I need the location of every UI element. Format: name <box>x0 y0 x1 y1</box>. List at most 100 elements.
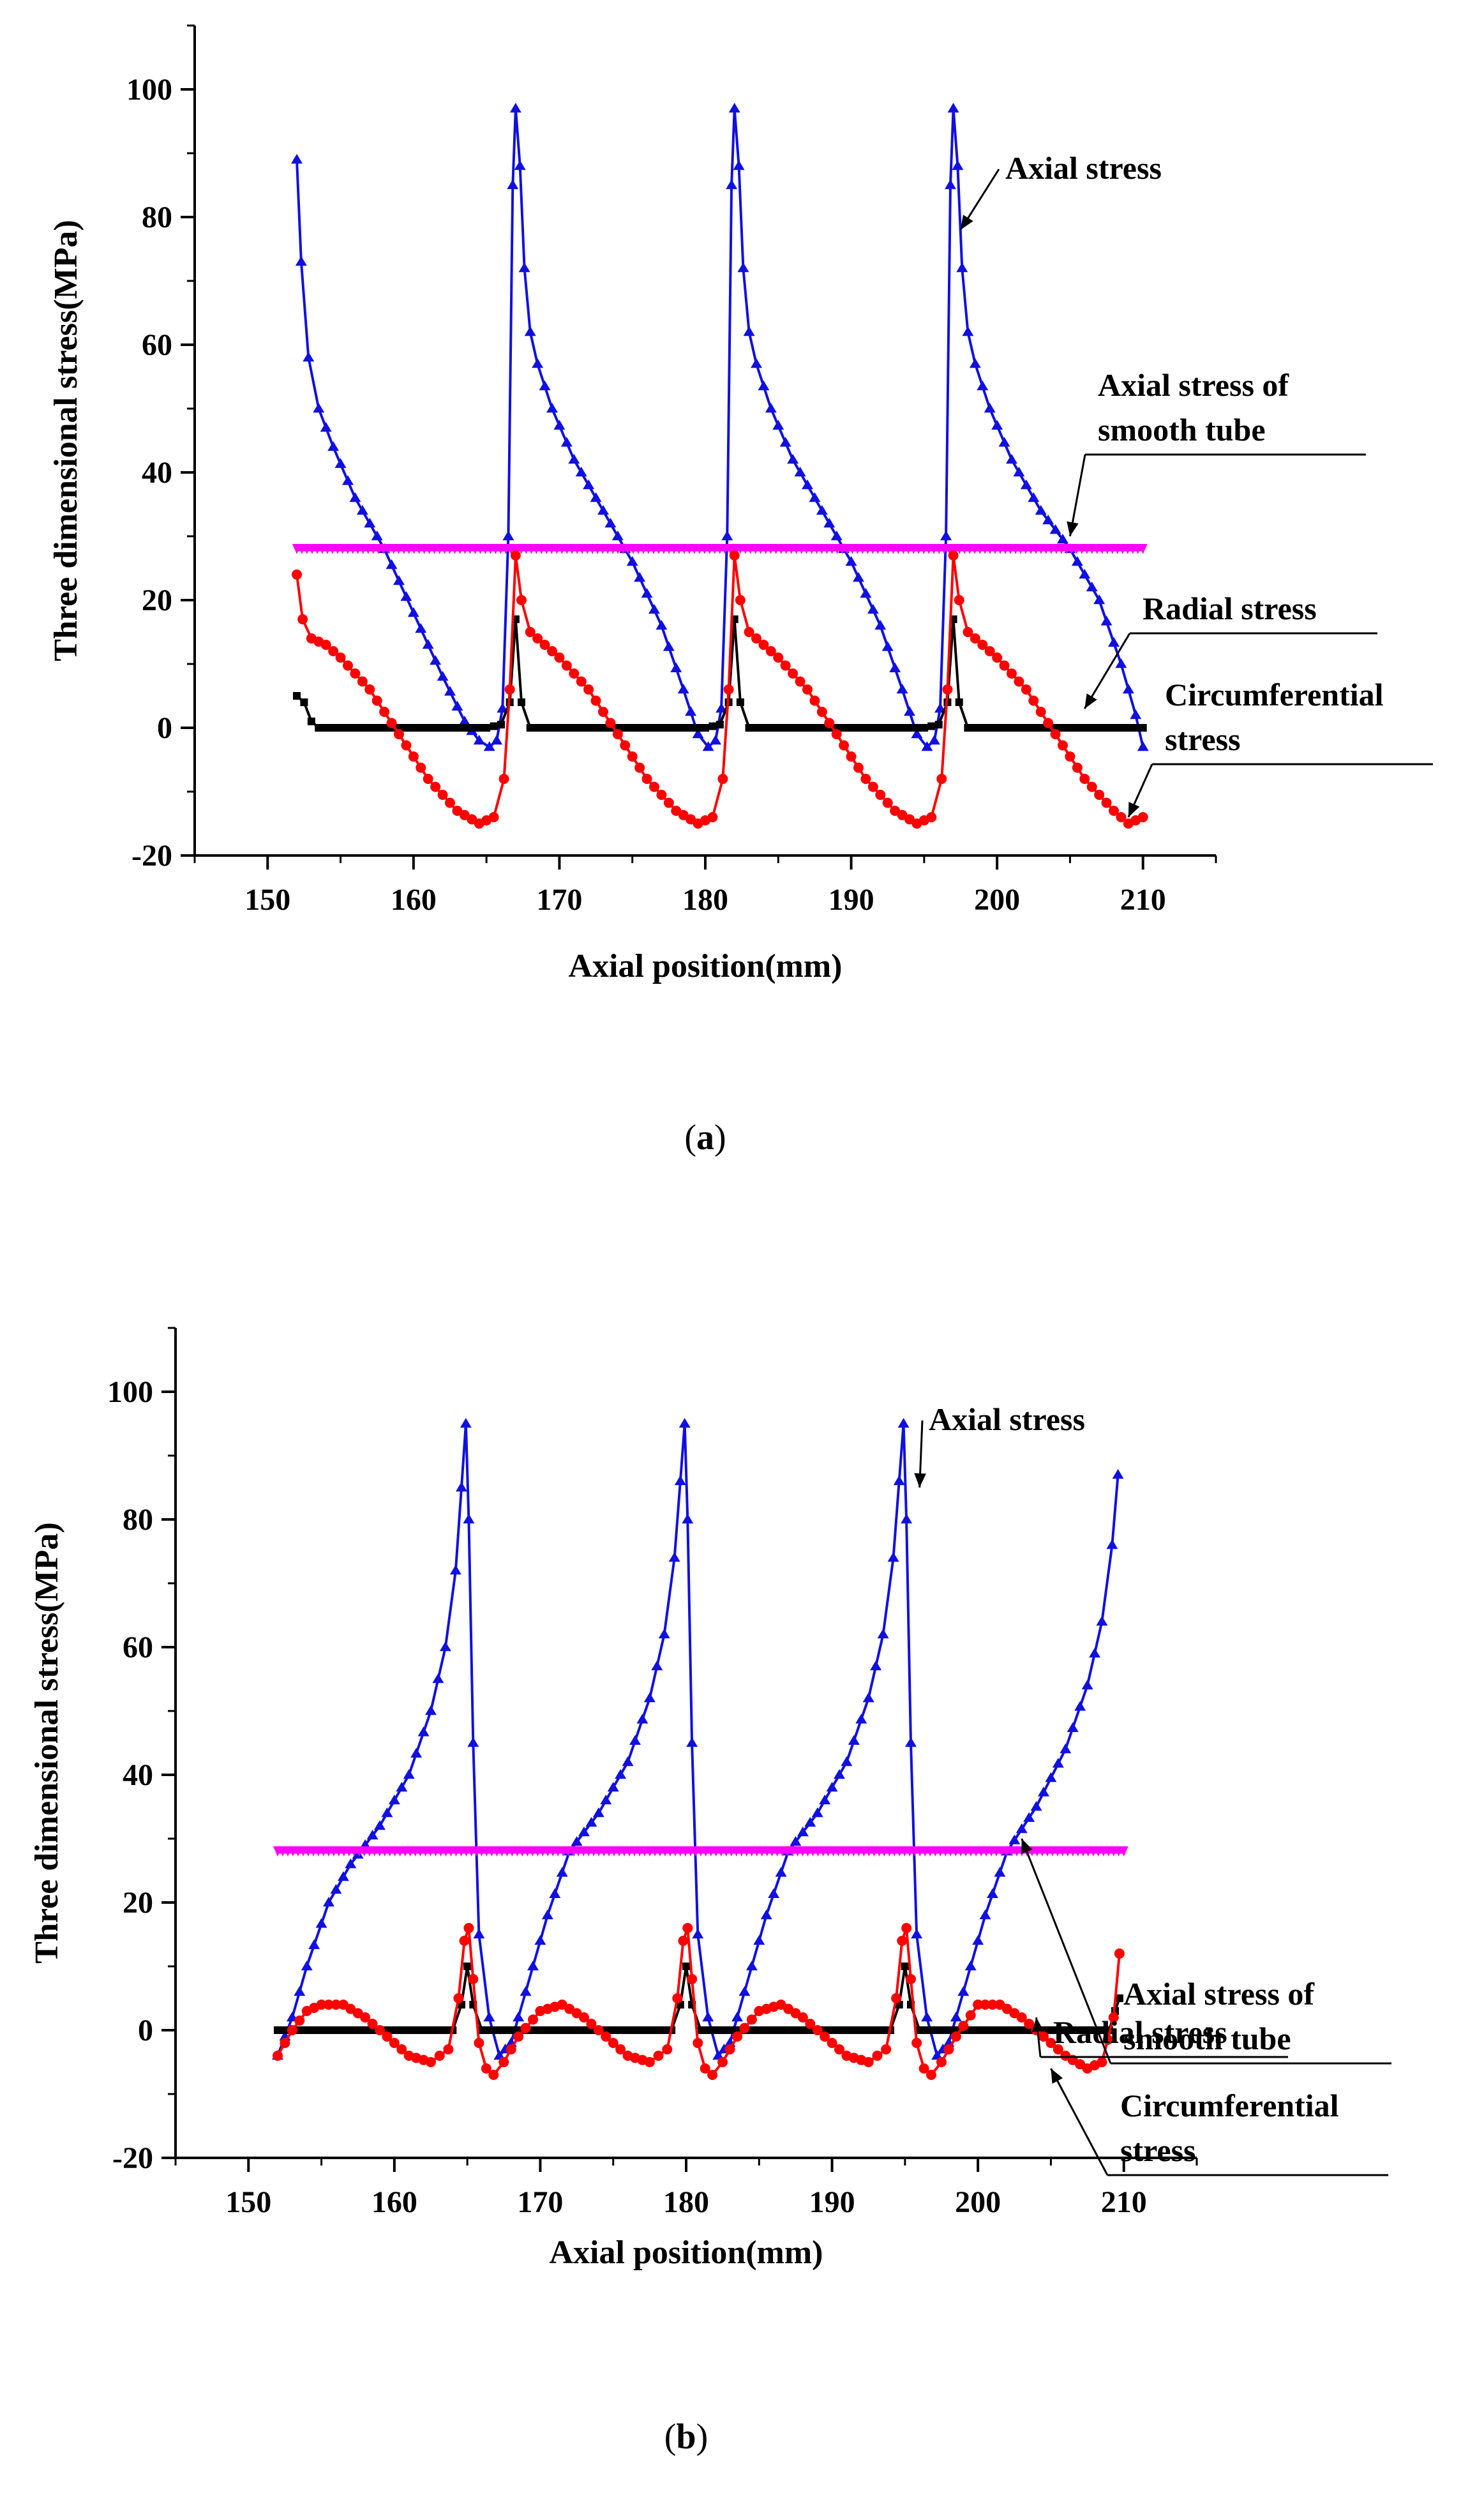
data-point <box>767 724 775 732</box>
y-tick-label: 40 <box>123 1758 153 1792</box>
data-point <box>1115 658 1127 668</box>
annot-radial: Radial stress <box>1083 591 1377 709</box>
annot-radial: Radial stress <box>1031 2014 1288 2058</box>
data-point <box>541 1910 553 1920</box>
series-circumferential-stress <box>292 550 1148 829</box>
data-point <box>745 724 753 732</box>
data-point <box>788 668 798 679</box>
data-point <box>274 2026 281 2034</box>
data-point <box>396 2044 407 2054</box>
data-point <box>645 2026 654 2034</box>
annotation-arrowhead <box>961 215 973 230</box>
data-point <box>366 724 374 732</box>
data-point <box>432 1673 444 1684</box>
data-point <box>599 724 607 732</box>
data-point <box>334 458 347 468</box>
data-point <box>598 707 608 717</box>
data-point <box>732 2031 742 2042</box>
data-point <box>1068 2026 1077 2034</box>
series-line <box>296 108 1144 749</box>
x-tick-label: 210 <box>1120 883 1166 917</box>
data-point <box>320 422 332 432</box>
data-point <box>834 2044 844 2054</box>
data-point <box>970 633 980 644</box>
data-point <box>291 154 303 164</box>
data-point <box>373 724 381 732</box>
data-point <box>993 724 1001 732</box>
data-point <box>498 2057 509 2067</box>
data-point <box>419 2026 428 2034</box>
data-point <box>746 2014 757 2025</box>
data-point <box>295 256 307 266</box>
data-point <box>693 2038 703 2048</box>
data-point <box>897 1936 908 1946</box>
x-tick-label: 210 <box>1101 2185 1147 2219</box>
data-point <box>920 724 928 732</box>
data-point <box>867 604 879 614</box>
data-point <box>539 380 551 391</box>
data-point <box>1016 2012 1027 2023</box>
data-point <box>382 2031 393 2042</box>
data-point <box>996 2026 1004 2034</box>
data-point <box>1094 790 1105 800</box>
data-point <box>979 1910 991 1920</box>
data-point <box>483 2012 495 2022</box>
data-point <box>1108 637 1120 647</box>
data-point <box>1138 544 1148 554</box>
annotation-arrowhead <box>1067 521 1079 536</box>
x-tick-label: 190 <box>809 2185 855 2219</box>
data-point <box>687 1974 698 1984</box>
data-point <box>1097 2057 1107 2067</box>
x-tick-label: 190 <box>828 883 874 917</box>
data-point <box>1054 2026 1062 2034</box>
data-point <box>325 2026 333 2034</box>
data-point <box>388 1795 400 1805</box>
data-point <box>1017 2026 1026 2034</box>
data-point <box>601 2031 611 2042</box>
data-point <box>308 1939 320 1949</box>
data-point <box>412 2026 421 2034</box>
data-point <box>700 2063 710 2074</box>
data-point <box>400 591 412 601</box>
y-tick-label: 100 <box>107 1375 153 1409</box>
annotation-text: Axial stress <box>1005 150 1162 186</box>
data-point <box>443 2044 454 2054</box>
data-point <box>881 641 894 651</box>
figure-caption: (b) <box>664 2417 708 2457</box>
data-point <box>1007 668 1017 679</box>
data-point <box>624 2026 632 2034</box>
data-point <box>780 660 791 671</box>
data-point <box>686 1737 698 1747</box>
x-tick-label: 200 <box>955 2185 1001 2219</box>
data-point <box>332 2026 340 2034</box>
annotation-text: smooth tube <box>1123 2021 1291 2056</box>
data-point <box>901 1514 913 1524</box>
data-point <box>586 2019 597 2029</box>
series-axial-stress <box>272 1418 1124 2060</box>
data-point <box>375 2025 385 2035</box>
data-point <box>901 1923 912 1933</box>
data-point <box>300 698 308 706</box>
data-point <box>597 505 609 515</box>
data-point <box>969 358 981 368</box>
data-point <box>473 1929 485 1939</box>
data-point <box>707 2070 718 2080</box>
data-point <box>950 2012 962 2022</box>
data-point <box>1076 2026 1084 2034</box>
data-point <box>620 740 631 751</box>
data-point <box>1119 1846 1128 1857</box>
data-point <box>558 2026 566 2034</box>
data-point <box>772 419 784 430</box>
data-point <box>577 724 585 732</box>
data-point <box>962 326 974 336</box>
data-point <box>874 620 887 630</box>
data-point <box>615 1769 627 1779</box>
data-point <box>913 724 921 732</box>
data-point <box>826 1782 838 1792</box>
data-point <box>345 1858 357 1869</box>
data-point <box>704 2026 712 2034</box>
annotation-text: Axial stress of <box>1098 367 1289 403</box>
data-point <box>554 652 565 663</box>
data-point <box>468 1974 479 1984</box>
y-axis-title: Three dimensional stress(MPa) <box>29 1522 65 1963</box>
